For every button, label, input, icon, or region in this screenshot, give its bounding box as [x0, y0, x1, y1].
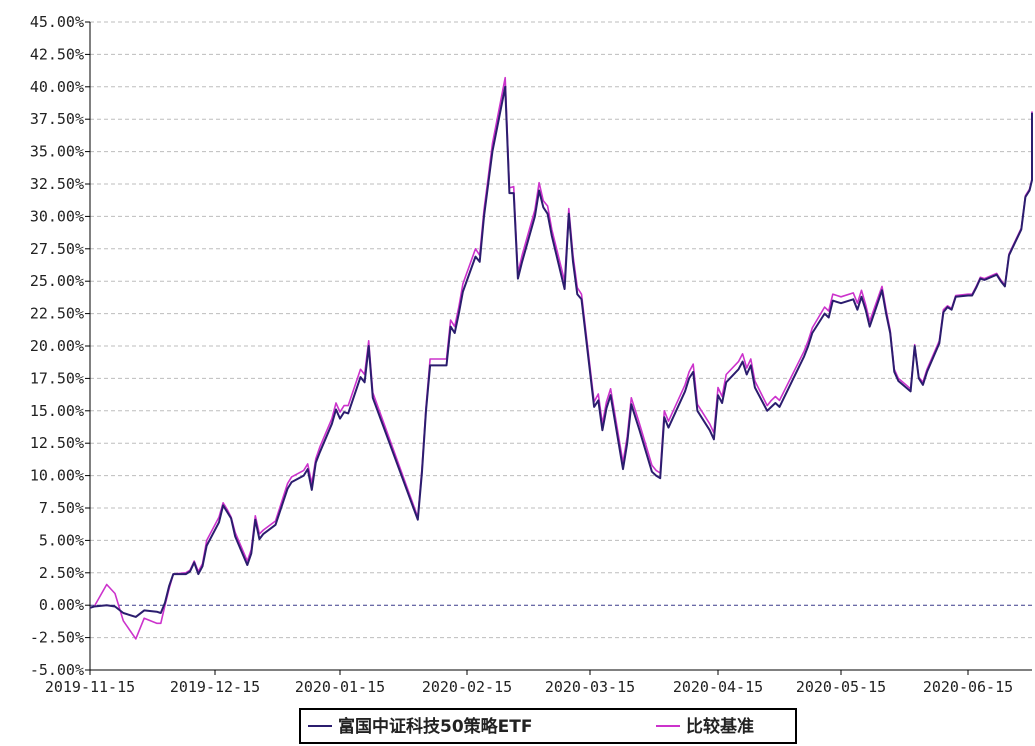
- y-tick-label: 10.00%: [30, 467, 84, 485]
- series-lines: [89, 76, 1033, 640]
- y-tick-label: 20.00%: [30, 337, 84, 355]
- y-tick-label: 12.50%: [30, 434, 84, 452]
- series-line-benchmark: [89, 76, 1033, 640]
- y-tick-label: 22.50%: [30, 305, 84, 323]
- y-tick-label: 27.50%: [30, 240, 84, 258]
- y-tick-label: 17.50%: [30, 369, 84, 387]
- y-tick-label: 32.50%: [30, 175, 84, 193]
- grid-lines: [90, 21, 1032, 639]
- y-tick-label: -5.00%: [30, 661, 84, 679]
- y-tick-label: 5.00%: [39, 531, 84, 549]
- x-tick-label: 2020-05-15: [796, 678, 886, 696]
- y-tick-label: 35.00%: [30, 143, 84, 161]
- y-tick-label: 25.00%: [30, 272, 84, 290]
- legend: 富国中证科技50策略ETF 比较基准: [299, 708, 797, 744]
- y-tick-label: 30.00%: [30, 207, 84, 225]
- x-tick-label: 2020-04-15: [673, 678, 763, 696]
- y-tick-label: 40.00%: [30, 78, 84, 96]
- x-tick-label: 2020-06-15: [923, 678, 1013, 696]
- x-tick-label: 2020-01-15: [295, 678, 385, 696]
- series-line-fund: [89, 85, 1033, 618]
- y-tick-label: 15.00%: [30, 402, 84, 420]
- legend-label-benchmark: 比较基准: [686, 716, 754, 737]
- y-tick-label: 42.50%: [30, 45, 84, 63]
- x-tick-labels: 2019-11-15 2019-12-15 2020-01-15 2020-02-15…: [45, 678, 1013, 696]
- y-tick-label: 2.50%: [39, 564, 84, 582]
- y-tick-label: 45.00%: [30, 13, 84, 31]
- y-tick-label: 37.50%: [30, 110, 84, 128]
- x-tick-label: 2019-12-15: [170, 678, 260, 696]
- x-tick-label: 2020-02-15: [422, 678, 512, 696]
- y-tick-label: 7.50%: [39, 499, 84, 517]
- axes: [85, 21, 1032, 675]
- legend-label-fund: 富国中证科技50策略ETF: [338, 716, 532, 737]
- x-tick-label: 2019-11-15: [45, 678, 135, 696]
- y-tick-labels: -5.00% -2.50% 0.00% 2.50% 5.00% 7.50% 10.00% 12…: [30, 13, 84, 679]
- y-tick-label: 0.00%: [39, 596, 84, 614]
- x-tick-label: 2020-03-15: [545, 678, 635, 696]
- y-tick-label: -2.50%: [30, 629, 84, 647]
- legend-box: [299, 708, 797, 744]
